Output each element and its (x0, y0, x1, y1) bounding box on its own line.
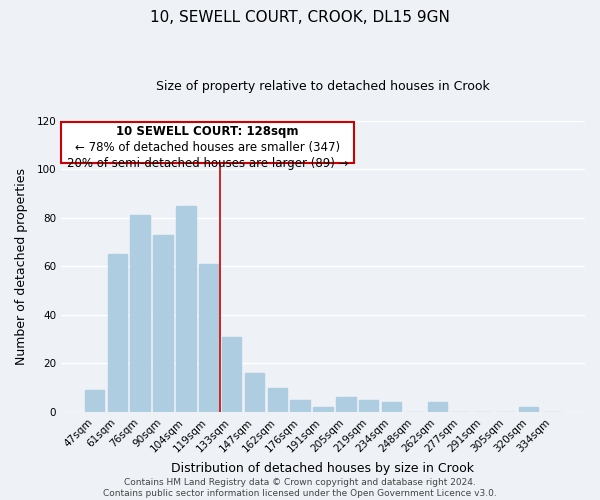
Bar (245, 373, 264, 412)
Bar (382, 402, 401, 412)
Bar (107, 254, 127, 412)
Text: 20% of semi-detached houses are larger (89) →: 20% of semi-detached houses are larger (… (67, 157, 349, 170)
Text: 10 SEWELL COURT: 128sqm: 10 SEWELL COURT: 128sqm (116, 125, 299, 138)
Bar (336, 398, 356, 412)
FancyBboxPatch shape (61, 122, 355, 163)
Bar (199, 264, 218, 412)
Bar (359, 400, 379, 412)
Text: ← 78% of detached houses are smaller (347): ← 78% of detached houses are smaller (34… (75, 141, 340, 154)
Bar (313, 407, 332, 412)
Y-axis label: Number of detached properties: Number of detached properties (15, 168, 28, 365)
Title: Size of property relative to detached houses in Crook: Size of property relative to detached ho… (156, 80, 490, 93)
Text: Contains HM Land Registry data © Crown copyright and database right 2024.
Contai: Contains HM Land Registry data © Crown c… (103, 478, 497, 498)
Bar (268, 388, 287, 412)
Bar (154, 234, 173, 412)
Bar (85, 390, 104, 412)
Bar (176, 206, 196, 412)
Text: 10, SEWELL COURT, CROOK, DL15 9GN: 10, SEWELL COURT, CROOK, DL15 9GN (150, 10, 450, 25)
Bar (290, 400, 310, 412)
Bar (130, 216, 150, 412)
X-axis label: Distribution of detached houses by size in Crook: Distribution of detached houses by size … (172, 462, 475, 475)
Bar (428, 402, 447, 412)
Bar (519, 407, 538, 412)
Bar (222, 336, 241, 412)
